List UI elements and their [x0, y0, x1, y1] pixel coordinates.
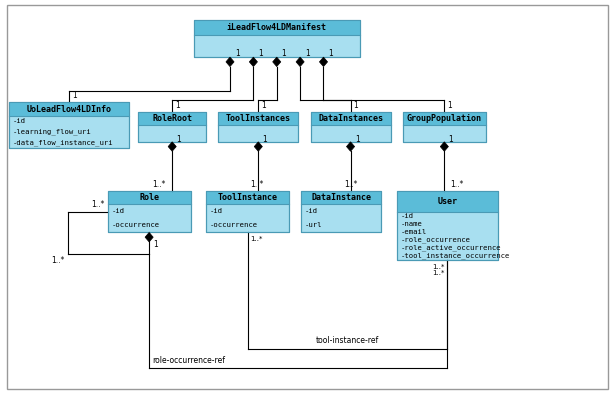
Polygon shape — [145, 232, 153, 242]
Text: -occurrence: -occurrence — [111, 222, 159, 228]
Text: ToolInstance: ToolInstance — [218, 193, 277, 202]
Bar — [206, 191, 289, 232]
Text: 1: 1 — [354, 101, 359, 110]
Text: 1: 1 — [305, 49, 310, 58]
Bar — [311, 112, 391, 125]
Polygon shape — [168, 142, 177, 151]
Bar — [301, 191, 381, 203]
Bar — [311, 112, 391, 142]
Text: -role_occurrence: -role_occurrence — [400, 237, 470, 243]
Text: -occurrence: -occurrence — [210, 222, 258, 228]
Text: -name: -name — [400, 221, 423, 227]
Text: 1: 1 — [73, 91, 77, 100]
Bar — [403, 112, 486, 142]
Bar — [194, 20, 360, 57]
Bar — [108, 191, 191, 232]
Text: User: User — [437, 197, 458, 206]
Text: -id: -id — [111, 208, 124, 214]
Bar — [206, 191, 289, 232]
Text: 1: 1 — [449, 135, 453, 144]
Text: 1: 1 — [448, 101, 452, 110]
Polygon shape — [346, 142, 355, 151]
Polygon shape — [226, 57, 234, 67]
Polygon shape — [254, 142, 263, 151]
Bar — [311, 112, 391, 142]
Bar — [301, 191, 381, 232]
Bar — [403, 112, 486, 125]
Bar — [218, 112, 298, 125]
Text: 1..*: 1..* — [432, 270, 444, 276]
Text: role-occurrence-ref: role-occurrence-ref — [153, 356, 225, 365]
Bar — [403, 112, 486, 142]
Text: 1: 1 — [175, 101, 180, 110]
Text: 1..*: 1..* — [432, 264, 444, 270]
Text: Role: Role — [139, 193, 159, 202]
Text: -url: -url — [305, 222, 322, 228]
Text: ToolInstances: ToolInstances — [226, 114, 291, 123]
Text: 1: 1 — [258, 49, 263, 58]
Bar — [108, 191, 191, 203]
Bar — [397, 191, 498, 260]
Text: -role_active_occurrence: -role_active_occurrence — [400, 245, 501, 251]
Bar — [206, 191, 289, 203]
Bar — [9, 102, 129, 116]
Polygon shape — [440, 142, 448, 151]
Polygon shape — [296, 57, 304, 67]
Text: 1..*: 1..* — [251, 236, 263, 242]
Bar — [218, 112, 298, 142]
Polygon shape — [319, 57, 328, 67]
Bar — [9, 102, 129, 148]
Bar — [138, 112, 206, 125]
Text: -id: -id — [210, 208, 223, 214]
Text: 1: 1 — [328, 49, 333, 58]
Text: 1: 1 — [177, 135, 181, 144]
Bar — [194, 20, 360, 57]
Text: 1..*: 1..* — [251, 180, 264, 189]
Text: -learning_flow_uri: -learning_flow_uri — [13, 128, 92, 135]
Polygon shape — [272, 57, 281, 67]
Text: 1: 1 — [235, 49, 240, 58]
Text: 1..*: 1..* — [91, 200, 105, 209]
Text: 1..*: 1..* — [153, 180, 165, 189]
Bar — [9, 102, 129, 148]
Text: GroupPopulation: GroupPopulation — [407, 114, 482, 123]
Text: DataInstance: DataInstance — [311, 193, 371, 202]
Bar — [301, 191, 381, 232]
Bar — [218, 112, 298, 142]
Text: -data_flow_instance_uri: -data_flow_instance_uri — [13, 139, 114, 146]
Text: -id: -id — [400, 213, 413, 219]
Text: 1..*: 1..* — [450, 180, 464, 189]
Text: 1: 1 — [263, 135, 268, 144]
Text: 1: 1 — [282, 49, 287, 58]
Text: -email: -email — [400, 229, 427, 235]
Text: 1: 1 — [355, 135, 360, 144]
Text: iLeadFlow4LDManifest: iLeadFlow4LDManifest — [227, 23, 327, 32]
Bar — [138, 112, 206, 142]
Polygon shape — [249, 57, 258, 67]
Text: 1..*: 1..* — [51, 256, 65, 265]
Text: 1: 1 — [153, 240, 157, 249]
Bar — [397, 191, 498, 212]
Text: DataInstances: DataInstances — [318, 114, 383, 123]
Text: -tool_instance_occurrence: -tool_instance_occurrence — [400, 253, 510, 259]
Text: UoLeadFlow4LDInfo: UoLeadFlow4LDInfo — [26, 105, 112, 114]
Bar — [108, 191, 191, 232]
Text: -id: -id — [305, 208, 318, 214]
Text: RoleRoot: RoleRoot — [152, 114, 192, 123]
Bar — [194, 20, 360, 35]
Bar — [138, 112, 206, 142]
Text: 1..*: 1..* — [344, 180, 358, 189]
Text: tool-instance-ref: tool-instance-ref — [316, 336, 379, 345]
Text: 1: 1 — [261, 101, 266, 110]
Bar — [397, 191, 498, 260]
Text: -id: -id — [13, 118, 26, 125]
